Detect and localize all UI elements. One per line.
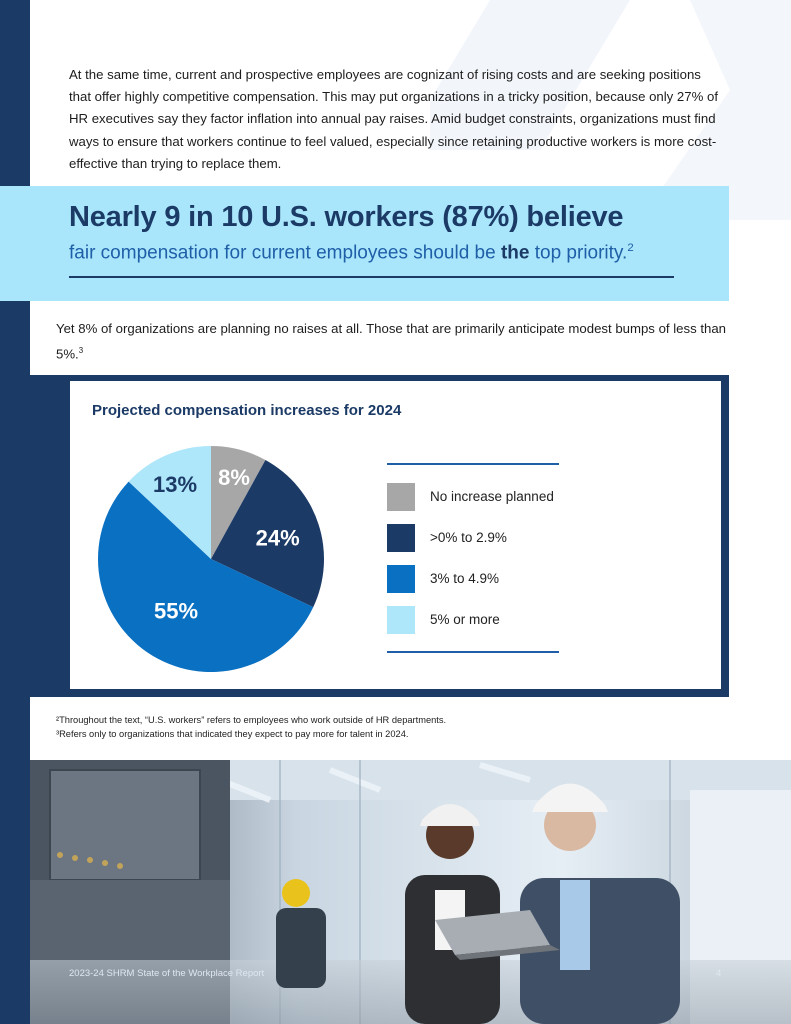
legend-swatch-3 (387, 606, 415, 634)
footnotes: ²Throughout the text, “U.S. workers” ref… (56, 713, 736, 741)
legend-label-3: 5% or more (430, 612, 500, 627)
footnote-2: ²Throughout the text, “U.S. workers” ref… (56, 715, 447, 725)
pie-label-1: 24% (256, 525, 300, 550)
body-footnote-ref: 3 (78, 346, 84, 355)
left-accent-bar (0, 0, 30, 1024)
page-number: 4 (716, 968, 722, 979)
pie-slice-2 (97, 481, 314, 673)
legend-label-2: 3% to 4.9% (430, 571, 500, 586)
chart-title: Projected compensation increases for 202… (92, 402, 402, 419)
pie-slice-1 (211, 459, 324, 608)
pie-slice-3 (128, 446, 211, 559)
pie-slice-0 (211, 446, 266, 559)
legend-item-0: No increase planned (387, 483, 627, 511)
legend-bottom-rule (387, 651, 559, 653)
intro-paragraph: At the same time, current and prospectiv… (69, 67, 718, 171)
legend-item-1: >0% to 2.9% (387, 524, 627, 552)
callout-rule (69, 276, 674, 278)
callout-footnote-ref: 2 (627, 242, 634, 254)
pie-chart: 8% 24% 55% 13% (97, 446, 324, 673)
legend-top-rule (387, 463, 559, 465)
factory-workers-photo (30, 760, 791, 1024)
pie-label-2: 55% (154, 598, 198, 623)
footnote-3: ³Refers only to organizations that indic… (56, 729, 409, 739)
legend-label-0: No increase planned (430, 489, 554, 504)
callout-band (0, 186, 729, 301)
page-footer-report-name: 2023-24 SHRM State of the Workplace Repo… (69, 968, 265, 979)
pie-label-0: 8% (218, 465, 250, 490)
pie-label-3: 13% (153, 472, 197, 497)
legend-swatch-1 (387, 524, 415, 552)
callout-headline: Nearly 9 in 10 U.S. workers (87%) believ… (69, 201, 624, 233)
legend-item-3: 5% or more (387, 606, 627, 634)
callout-emphasis: the (500, 242, 530, 264)
body-paragraph: Yet 8% of organizations are planning no … (56, 321, 727, 362)
legend-swatch-0 (387, 483, 415, 511)
legend-item-2: 3% to 4.9% (387, 565, 627, 593)
legend-label-1: >0% to 2.9% (430, 530, 507, 545)
legend-swatch-2 (387, 565, 415, 593)
callout-subheadline: fair compensation for current employees … (69, 242, 634, 264)
